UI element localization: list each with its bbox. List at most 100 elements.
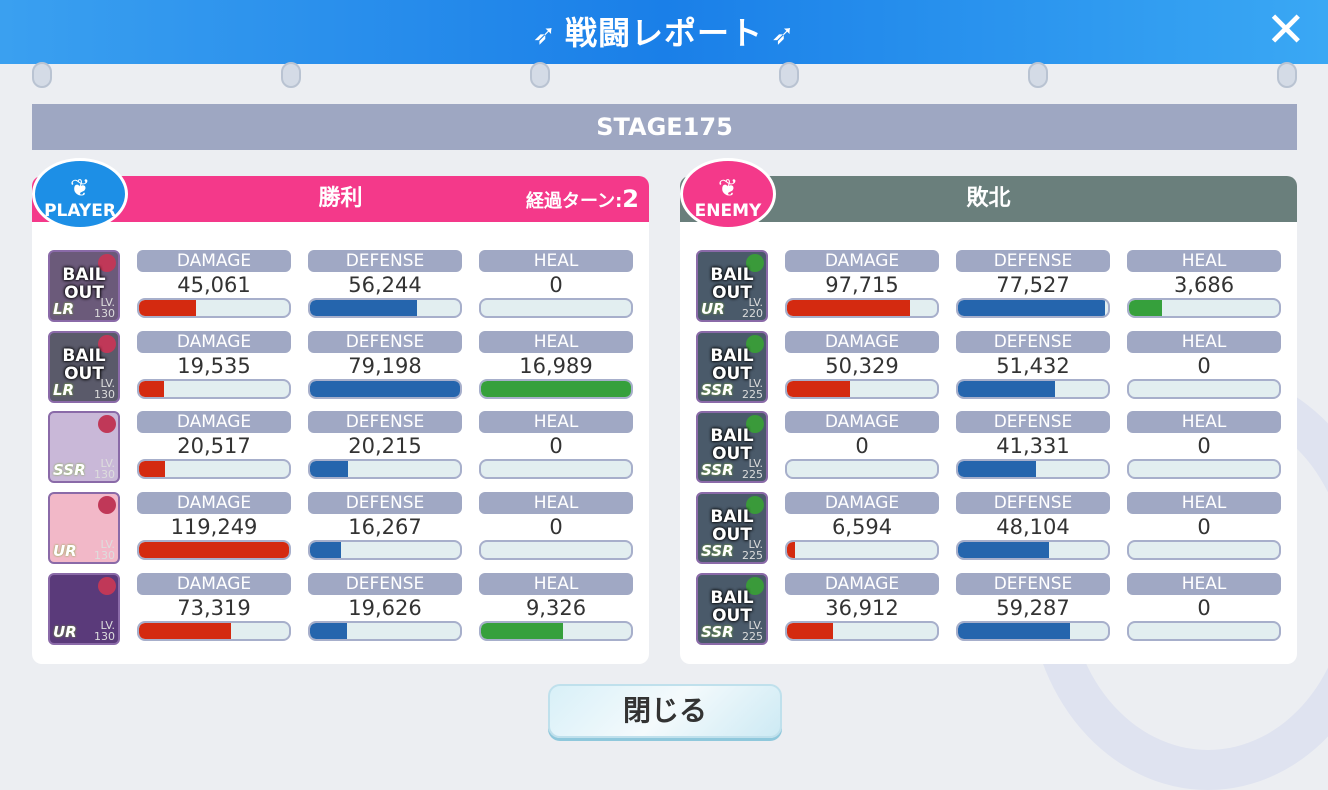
level-label: LV. 225 bbox=[742, 620, 763, 642]
heal-value: 0 bbox=[549, 273, 563, 297]
defense-stat: DEFENSE 77,527 bbox=[956, 250, 1110, 318]
damage-bar bbox=[785, 540, 939, 561]
player-panel: 勝利 経過ターン:2 ❦ PLAYER BAIL OUT LR LV. 130 DAM… bbox=[32, 158, 649, 664]
damage-bar-fill bbox=[787, 380, 851, 397]
unit-portrait[interactable]: BAIL OUT LR LV. 130 bbox=[48, 250, 120, 322]
attribute-icon bbox=[746, 415, 764, 434]
damage-bar-fill bbox=[787, 300, 910, 316]
damage-stat: DAMAGE 119,249 bbox=[137, 492, 291, 561]
lv-prefix: LV. bbox=[748, 457, 763, 471]
pin-decoration bbox=[32, 62, 52, 88]
heal-value: 16,989 bbox=[519, 353, 593, 378]
unit-portrait[interactable]: BAIL OUT SSR LV. 225 bbox=[696, 492, 768, 565]
heal-stat: HEAL 0 bbox=[479, 492, 633, 561]
defense-bar bbox=[956, 540, 1110, 561]
heal-value: 0 bbox=[1197, 353, 1211, 378]
damage-bar-fill bbox=[139, 542, 289, 559]
unit-row: BAIL OUT SSR LV. 225 DAMAGE 36,912 DEFENSE… bbox=[680, 572, 1297, 649]
attribute-icon bbox=[746, 254, 764, 272]
defense-label: DEFENSE bbox=[956, 492, 1110, 515]
unit-portrait[interactable]: BAIL OUT SSR LV. 225 bbox=[696, 330, 768, 403]
unit-portrait[interactable]: UR LV. 130 bbox=[48, 492, 120, 565]
defense-label: DEFENSE bbox=[308, 250, 462, 272]
wing-icon: ❦ bbox=[69, 174, 91, 202]
defense-value: 51,432 bbox=[996, 353, 1070, 378]
heal-bar bbox=[479, 459, 633, 480]
heal-value: 0 bbox=[549, 434, 563, 459]
defense-value: 20,215 bbox=[348, 434, 422, 459]
heal-label: HEAL bbox=[479, 492, 633, 515]
defense-bar-fill bbox=[958, 300, 1105, 316]
damage-stat: DAMAGE 73,319 bbox=[137, 572, 291, 641]
heal-stat: HEAL 0 bbox=[1127, 411, 1281, 480]
badge-text: PLAYER bbox=[44, 201, 116, 221]
defense-label: DEFENSE bbox=[308, 572, 462, 595]
level-value: 225 bbox=[742, 468, 763, 482]
defense-stat: DEFENSE 19,626 bbox=[308, 572, 462, 641]
close-button[interactable]: 閉じる bbox=[548, 684, 782, 738]
heal-bar bbox=[1127, 620, 1281, 641]
result-label: 勝利 bbox=[318, 186, 363, 211]
pin-decoration bbox=[1277, 62, 1297, 88]
damage-bar bbox=[137, 378, 291, 399]
defense-stat: DEFENSE 79,198 bbox=[308, 330, 462, 399]
damage-label: DAMAGE bbox=[785, 572, 939, 595]
defense-stat: DEFENSE 48,104 bbox=[956, 492, 1110, 561]
heal-label: HEAL bbox=[479, 250, 633, 272]
damage-stat: DAMAGE 97,715 bbox=[785, 250, 939, 318]
damage-value: 6,594 bbox=[831, 515, 893, 540]
lv-prefix: LV. bbox=[748, 296, 763, 309]
damage-value: 97,715 bbox=[825, 273, 899, 297]
level-label: LV. 130 bbox=[94, 297, 115, 319]
damage-value: 20,517 bbox=[177, 434, 251, 459]
damage-stat: DAMAGE 50,329 bbox=[785, 330, 939, 399]
heal-label: HEAL bbox=[1127, 492, 1281, 515]
defense-stat: DEFENSE 16,267 bbox=[308, 492, 462, 561]
damage-label: DAMAGE bbox=[137, 572, 291, 595]
heal-stat: HEAL 0 bbox=[479, 411, 633, 480]
heal-bar bbox=[479, 540, 633, 561]
defense-bar-fill bbox=[958, 461, 1037, 478]
defense-bar-fill bbox=[310, 300, 417, 316]
defense-bar bbox=[956, 620, 1110, 641]
rarity-label: LR bbox=[53, 300, 75, 318]
unit-row: BAIL OUT SSR LV. 225 DAMAGE 50,329 DEFENSE… bbox=[680, 330, 1297, 407]
down-arrow-icon bbox=[98, 254, 116, 272]
bail-out-label: BAIL OUT bbox=[710, 507, 754, 546]
defense-stat: DEFENSE 56,244 bbox=[308, 250, 462, 318]
defense-label: DEFENSE bbox=[308, 411, 462, 434]
defense-stat: DEFENSE 51,432 bbox=[956, 330, 1110, 399]
defense-bar bbox=[308, 620, 462, 641]
level-label: LV. 220 bbox=[742, 297, 763, 319]
defense-bar-fill bbox=[958, 542, 1050, 559]
unit-portrait[interactable]: UR LV. 130 bbox=[48, 572, 120, 645]
close-icon[interactable]: ✕ bbox=[1265, 2, 1306, 58]
level-value: 130 bbox=[94, 307, 115, 320]
defense-value: 48,104 bbox=[996, 515, 1070, 540]
badge-text: ENEMY bbox=[694, 201, 762, 221]
bail-out-label: BAIL OUT bbox=[710, 426, 754, 465]
unit-portrait[interactable]: BAIL OUT SSR LV. 225 bbox=[696, 572, 768, 645]
damage-value: 119,249 bbox=[170, 515, 258, 540]
unit-portrait[interactable]: BAIL OUT UR LV. 220 bbox=[696, 250, 768, 322]
unit-portrait[interactable]: BAIL OUT SSR LV. 225 bbox=[696, 411, 768, 484]
damage-bar bbox=[785, 298, 939, 318]
stage-banner: STAGE175 bbox=[32, 104, 1297, 150]
defense-label: DEFENSE bbox=[308, 492, 462, 515]
defense-bar-fill bbox=[310, 542, 341, 559]
title-text: 戦闘レポート bbox=[564, 14, 763, 52]
defense-bar bbox=[308, 298, 462, 318]
attribute-icon bbox=[746, 576, 764, 595]
heal-stat: HEAL 0 bbox=[1127, 572, 1281, 641]
defense-bar-fill bbox=[958, 380, 1056, 397]
heal-bar-fill bbox=[1129, 300, 1162, 316]
unit-row: BAIL OUT SSR LV. 225 DAMAGE 0 DEFENSE 41,3… bbox=[680, 411, 1297, 487]
level-label: LV. 130 bbox=[94, 378, 115, 400]
unit-portrait[interactable]: SSR LV. 130 bbox=[48, 411, 120, 484]
unit-portrait[interactable]: BAIL OUT LR LV. 130 bbox=[48, 330, 120, 403]
lv-prefix: LV. bbox=[748, 376, 763, 390]
heal-label: HEAL bbox=[1127, 250, 1281, 272]
defense-bar-fill bbox=[310, 461, 349, 478]
turn-count: 経過ターン:2 bbox=[526, 176, 639, 225]
rarity-label: LR bbox=[53, 380, 75, 399]
